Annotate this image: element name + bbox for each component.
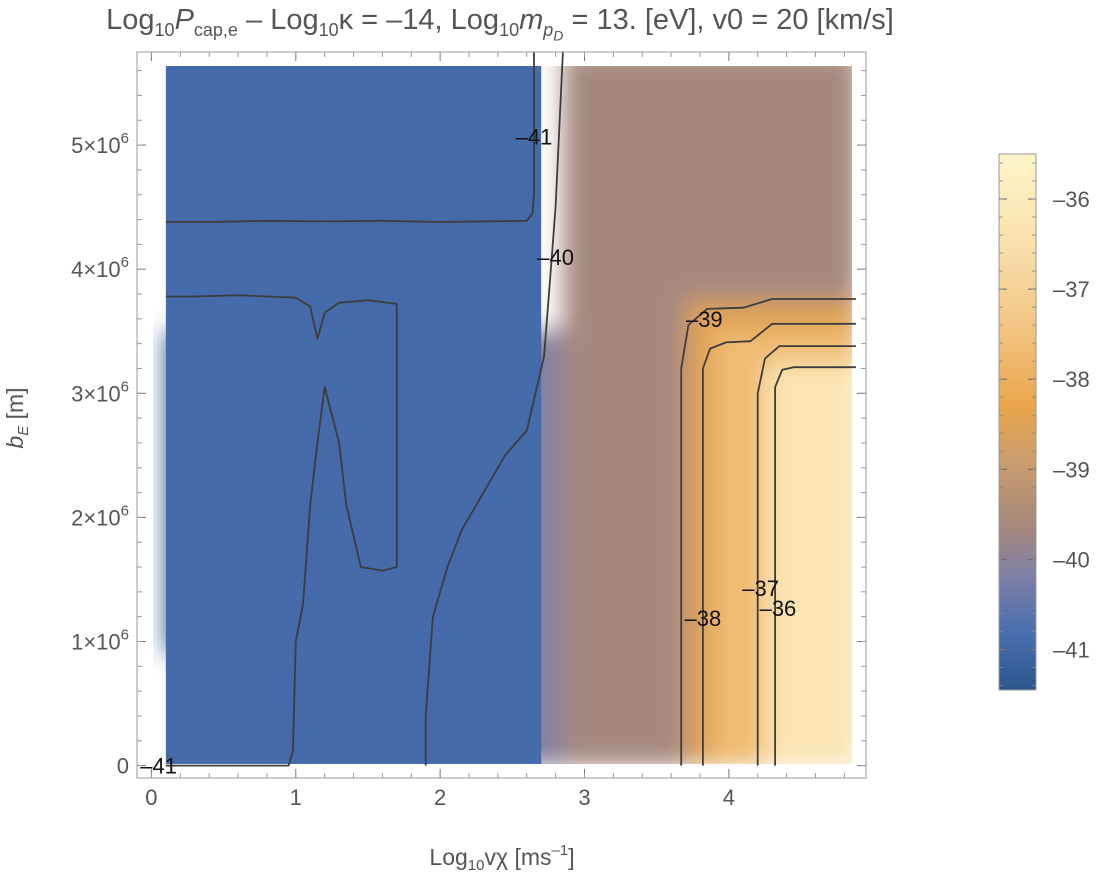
contour-lines [165,51,856,767]
plot-frame [136,51,867,779]
contour-line-0 [165,52,535,223]
colorbar-tick-label-5: –41 [1053,637,1090,662]
y-tick-label-1: 1×106 [71,626,129,654]
heatmap-field [165,66,852,764]
contour-line-2 [424,51,564,766]
contour-labels: –41 –40 –39 –38 –37–36 –41 [140,124,796,778]
contour-label-5: –36 [760,596,797,621]
contour-line-1 [165,294,398,767]
x-axis: 0 1 2 3 4 [145,52,845,810]
heatmap-region-7 [764,362,852,764]
contour-line-5 [756,345,856,766]
y-tick-label-2: 2×106 [71,502,129,530]
x-tick-label-4: 4 [723,785,735,810]
contour-label-0: –41 [516,124,553,149]
contour-line-4 [702,322,856,766]
y-axis: 0 1×106 2×106 3×106 4×106 5×106 [71,70,866,779]
y-tick-label-0: 0 [117,754,129,779]
x-tick-label-0: 0 [145,785,157,810]
x-tick-label-3: 3 [578,785,590,810]
contour-label-2: –39 [686,307,723,332]
heatmap-region-0 [165,66,542,764]
contour-line-6 [774,366,856,766]
colorbar-gradient [998,153,1037,691]
y-tick-label-3: 3×106 [71,378,129,406]
colorbar: –36 –37 –38 –39 –40 –41 [998,153,1090,691]
colorbar-tick-label-3: –39 [1053,457,1090,482]
contour-label-3: –38 [685,606,722,631]
y-tick-label-4: 4×106 [71,254,129,282]
y-axis-label: bE [m] [2,387,32,448]
colorbar-tick-label-1: –37 [1053,277,1090,302]
x-tick-label-2: 2 [434,785,446,810]
chart-title: Log10Pcap,e – Log10κ = –14, Log10mpD = 1… [106,4,894,44]
x-axis-label: Log10vχ [ms–1] [429,842,574,874]
contour-label-1: –40 [537,245,574,270]
colorbar-tick-label-2: –38 [1053,367,1090,392]
contour-label-6: –41 [140,754,177,779]
contour-line-3 [680,298,856,766]
colorbar-tick-label-0: –36 [1053,187,1090,212]
contour-label-4: –37 [742,576,779,601]
colorbar-tick-label-4: –40 [1053,547,1090,572]
x-tick-label-1: 1 [290,785,302,810]
y-tick-label-5: 5×106 [71,130,129,158]
